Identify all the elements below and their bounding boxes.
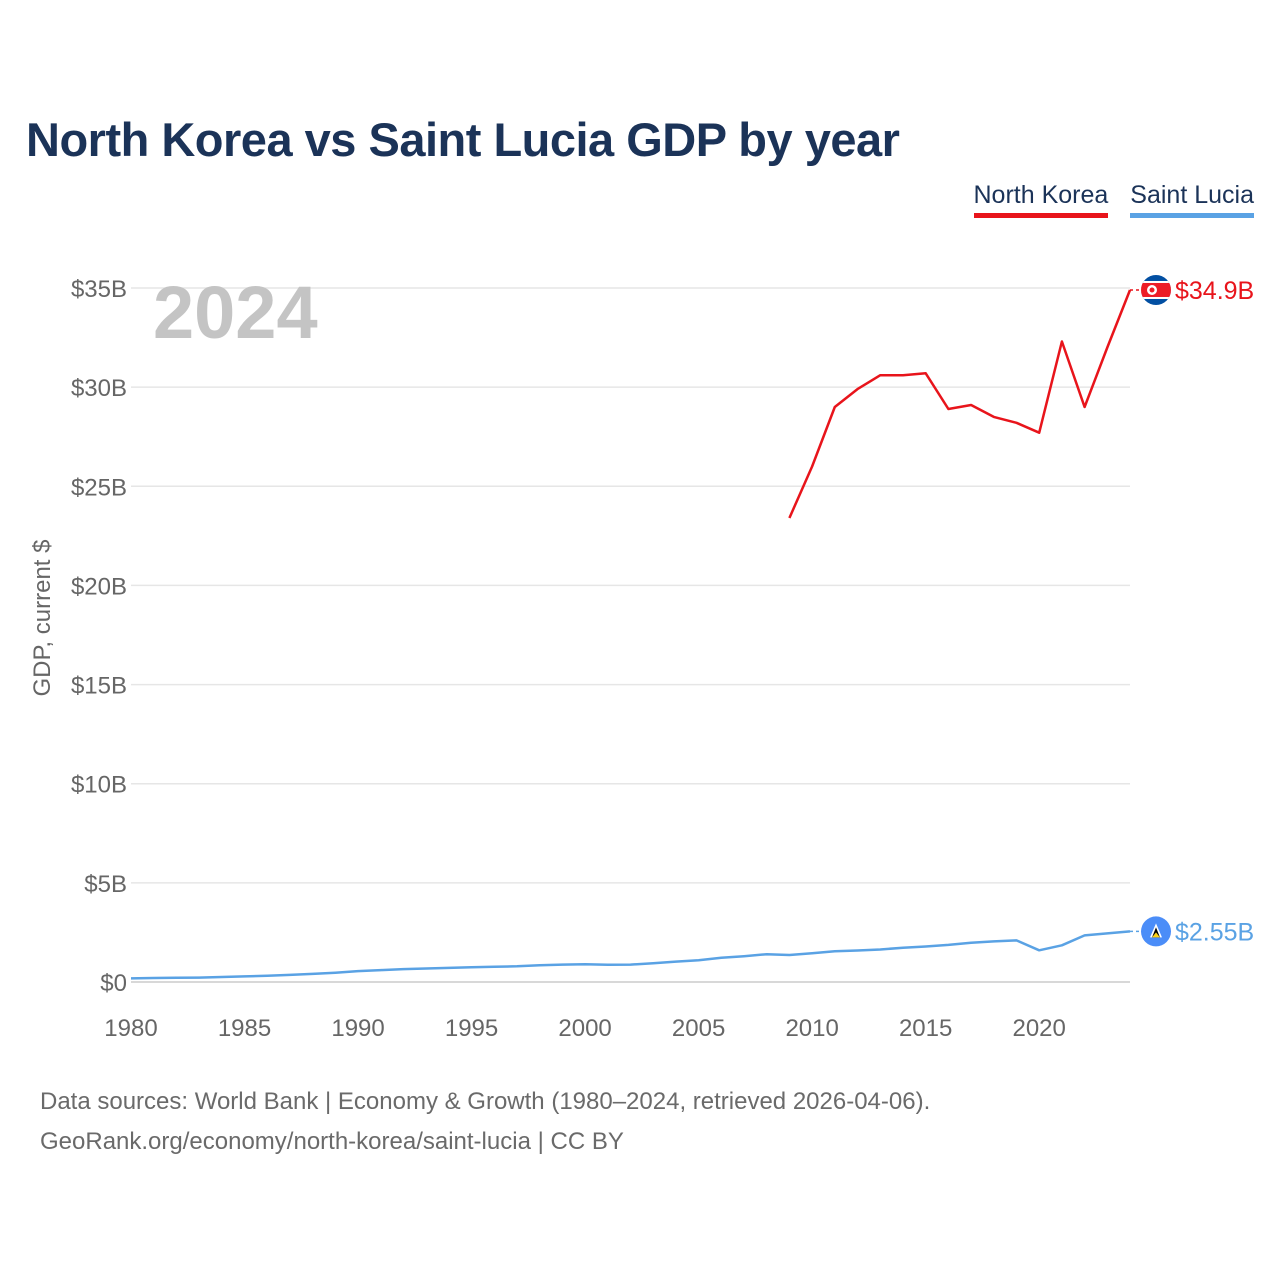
x-tick-label: 1995 [445,1015,498,1042]
legend-item-saint-lucia[interactable]: Saint Lucia [1130,180,1254,218]
y-tick-label: $35B [71,276,127,303]
x-tick-label: 2010 [785,1015,838,1042]
legend-item-north-korea[interactable]: North Korea [973,180,1109,218]
end-value-label-north-korea: $34.9B [1175,277,1254,305]
footer: Data sources: World Bank | Economy & Gro… [40,1082,930,1162]
flag-gold-triangle [1152,932,1160,938]
y-tick-label: $30B [71,375,127,402]
saint-lucia-flag-icon [1141,916,1171,947]
x-tick-label: 2005 [672,1015,725,1042]
gdp-line-chart: 2024 $0$5B$10B$15B$20B$25B$30B$35B 1980 1… [29,271,1254,1042]
x-tick-label: 2000 [558,1015,611,1042]
x-tick-label: 1990 [331,1015,384,1042]
source-line: Data sources: World Bank | Economy & Gro… [40,1088,931,1115]
y-tick-label: $0 [100,970,127,997]
north-korea-flag-icon [1141,274,1171,305]
y-tick-label: $15B [71,673,127,700]
flag-body [1141,274,1171,305]
y-axis-label: GDP, current $ [29,540,56,697]
gridlines [131,287,1130,983]
y-tick-label: $5B [84,871,127,898]
y-tick-label: $20B [71,573,127,600]
flag-red-star [1149,287,1155,293]
x-axis-ticks: 1980 1985 1990 1995 2000 2005 2010 2015 2020 [104,1015,1066,1042]
series-line-saint-lucia [130,930,1131,980]
chart-title: North Korea vs Saint Lucia GDP by year [26,113,900,166]
y-axis-ticks: $0 $5B $10B $15B $20B $25B $30B $35B [71,276,127,997]
x-tick-label: 2020 [1012,1015,1065,1042]
x-tick-label: 2015 [899,1015,952,1042]
source-link[interactable]: GeoRank.org/economy/north-korea/saint-lu… [40,1128,624,1155]
series-line-north-korea [788,289,1132,519]
series-lines [130,289,1132,980]
y-tick-label: $10B [71,772,127,799]
legend: North Korea Saint Lucia [973,180,1254,218]
end-markers: $34.9B $2.55B [1130,274,1254,947]
y-tick-label: $25B [71,474,127,501]
end-value-label-saint-lucia: $2.55B [1175,918,1254,946]
x-tick-label: 1985 [218,1015,271,1042]
year-overlay: 2024 [153,271,318,354]
x-tick-label: 1980 [104,1015,157,1042]
